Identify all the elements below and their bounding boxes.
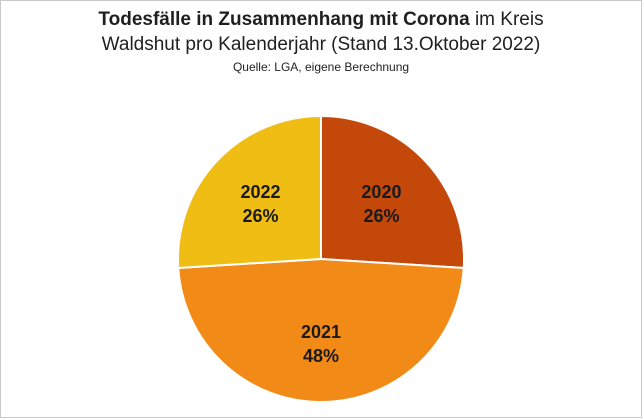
slice-label-year-2020: 2020 xyxy=(361,182,401,202)
slice-label-percent-2022: 26% xyxy=(243,206,279,226)
pie-slice-2022 xyxy=(177,114,322,270)
chart-subtitle: Quelle: LGA, eigene Berechnung xyxy=(232,60,410,74)
chart-title-rest: im Kreis xyxy=(469,9,544,30)
pie-slice-2020 xyxy=(320,114,465,270)
chart-title-line-1: Todesfälle in Zusammenhang mit Corona im… xyxy=(1,7,641,32)
slice-label-year-2021: 2021 xyxy=(301,322,341,342)
slice-label-percent-2020: 26% xyxy=(363,206,399,226)
chart-titles: Todesfälle in Zusammenhang mit Corona im… xyxy=(1,7,641,75)
chart-title-line-2: Waldshut pro Kalenderjahr (Stand 13.Okto… xyxy=(101,34,541,55)
pie-slice-2021 xyxy=(177,257,465,404)
slice-label-year-2022: 2022 xyxy=(241,182,281,202)
chart-title-bold: Todesfälle in Zusammenhang mit Corona xyxy=(98,9,470,30)
slice-label-percent-2021: 48% xyxy=(303,346,339,366)
